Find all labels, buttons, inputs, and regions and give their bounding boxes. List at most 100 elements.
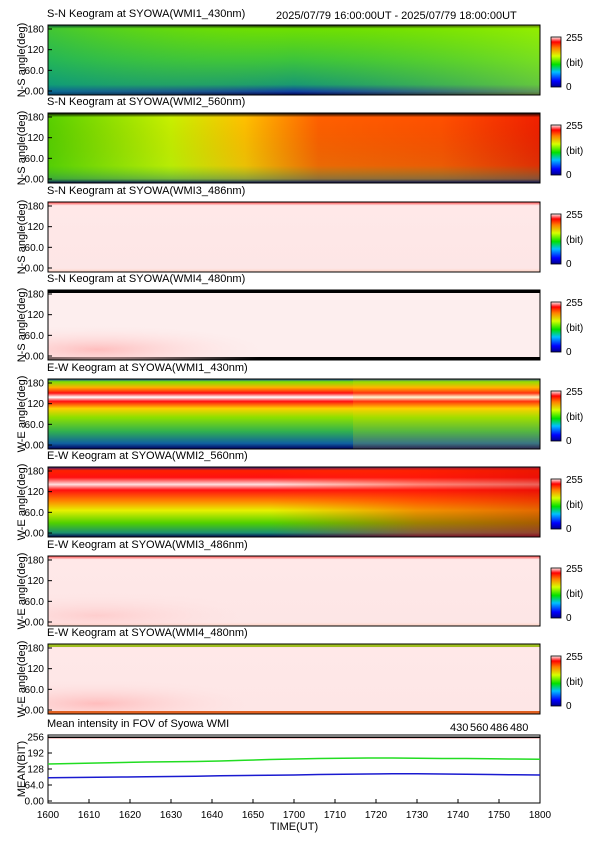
keogram-panel: E-W Keogram at SYOWA(WMI4_480nm)180 120 60… [16, 627, 583, 717]
y-tick-label: 0.00 [25, 797, 45, 808]
plot-frame [47, 112, 541, 184]
mean-intensity-chart: Mean intensity in FOV of Syowa WMI 430 560… [16, 718, 552, 833]
y-tick-label: 60.0 [25, 508, 45, 519]
y-tick-label: 60.0 [25, 597, 45, 608]
x-tick-label: 1700 [283, 810, 306, 821]
colorbar-max-label: 255 [566, 210, 583, 221]
y-tick-label: 128 [27, 765, 44, 776]
x-tick-label: 1710 [324, 810, 347, 821]
colorbar-unit-label: (bit) [566, 589, 583, 600]
colorbar [550, 655, 562, 707]
colorbar-min-label: 0 [566, 82, 572, 93]
line-chart-title: Mean intensity in FOV of Syowa WMI [47, 718, 229, 730]
colorbar [550, 213, 562, 265]
colorbar-max-label: 255 [566, 652, 583, 663]
heatmap-fill [48, 202, 540, 272]
colorbar-unit-label: (bit) [566, 412, 583, 423]
panel-title: S-N Keogram at SYOWA(WMI4_480nm) [47, 273, 245, 285]
colorbar-min-label: 0 [566, 259, 572, 270]
colorbar-unit-label: (bit) [566, 500, 583, 511]
y-tick-label: 0.00 [25, 529, 45, 540]
y-tick-label: 120 [27, 45, 44, 56]
header-time-range: 2025/07/79 16:00:00UT - 2025/07/79 18:00… [276, 10, 517, 22]
y-axis-label: N-S angle(deg) [16, 23, 28, 98]
heatmap-shade [353, 379, 540, 449]
y-tick-label: 256 [27, 733, 44, 744]
keogram-panel: S-N Keogram at SYOWA(WMI4_480nm)180 120 60… [16, 273, 583, 363]
x-tick-label: 1800 [529, 810, 552, 821]
x-tick-label: 1740 [447, 810, 470, 821]
y-axis-label: N-S angle(deg) [16, 288, 28, 363]
x-tick-label: 1730 [406, 810, 429, 821]
y-tick-label: 0.00 [25, 706, 45, 717]
y-axis-label: N-S angle(deg) [16, 111, 28, 186]
colorbar-unit-label: (bit) [566, 235, 583, 246]
legend-label: 560 [470, 722, 488, 734]
y-axis-label: W-E angle(deg) [16, 553, 28, 630]
colorbar-max-label: 255 [566, 121, 583, 132]
keogram-panel: S-N Keogram at SYOWA(WMI1_430nm)180 120 60… [16, 8, 583, 98]
y-tick-label: 60.0 [25, 66, 45, 77]
x-tick-label: 1640 [201, 810, 224, 821]
colorbar [550, 36, 562, 88]
colorbar-min-label: 0 [566, 613, 572, 624]
colorbar-max-label: 255 [566, 387, 583, 398]
colorbar-min-label: 0 [566, 436, 572, 447]
y-tick-label: 180 [27, 644, 44, 655]
plot-frame [47, 24, 541, 96]
x-tick-label: 1720 [365, 810, 388, 821]
y-tick-label: 120 [27, 487, 44, 498]
heatmap-shade [48, 113, 540, 183]
heatmap-edge-bottom [48, 711, 540, 714]
y-tick-label: 120 [27, 133, 44, 144]
y-tick-label: 180 [27, 379, 44, 390]
heatmap-edge-top [48, 644, 540, 647]
y-axis-label: MEAN(BIT) [16, 741, 28, 797]
x-tick-label: 1650 [242, 810, 265, 821]
legend-label: 480 [510, 722, 528, 734]
y-tick-label: 180 [27, 202, 44, 213]
plot-frame [47, 201, 541, 273]
colorbar-max-label: 255 [566, 564, 583, 575]
colorbar-unit-label: (bit) [566, 323, 583, 334]
heatmap-patch [48, 290, 540, 360]
y-tick-label: 120 [27, 576, 44, 587]
y-tick-label: 180 [27, 556, 44, 567]
series-line-430 [47, 773, 541, 779]
y-tick-label: 120 [27, 664, 44, 675]
y-tick-label: 64.0 [25, 781, 45, 792]
keogram-panel: S-N Keogram at SYOWA(WMI2_560nm)180 120 60… [16, 96, 583, 186]
plot-frame [47, 378, 541, 450]
plot-frame [47, 466, 541, 538]
panel-title: E-W Keogram at SYOWA(WMI2_560nm) [47, 450, 248, 462]
y-axis-label: W-E angle(deg) [16, 376, 28, 453]
y-tick-label: 180 [27, 25, 44, 36]
colorbar-unit-label: (bit) [566, 58, 583, 69]
y-tick-label: 0.00 [25, 618, 45, 629]
colorbar-max-label: 255 [566, 33, 583, 44]
plot-frame [47, 643, 541, 715]
y-axis-label: W-E angle(deg) [16, 464, 28, 541]
colorbar [550, 478, 562, 530]
keogram-panel: S-N Keogram at SYOWA(WMI3_486nm)180 120 60… [16, 185, 583, 275]
heatmap-patch [48, 644, 540, 714]
y-tick-label: 180 [27, 113, 44, 124]
y-tick-label: 0.00 [25, 352, 45, 363]
panel-title: E-W Keogram at SYOWA(WMI1_430nm) [47, 362, 248, 374]
panel-title: E-W Keogram at SYOWA(WMI3_486nm) [47, 539, 248, 551]
colorbar-min-label: 0 [566, 170, 572, 181]
colorbar-unit-label: (bit) [566, 146, 583, 157]
line-plot-frame [47, 734, 541, 804]
y-tick-label: 60.0 [25, 243, 45, 254]
x-tick-label: 1750 [488, 810, 511, 821]
y-tick-label: 60.0 [25, 154, 45, 165]
colorbar-unit-label: (bit) [566, 677, 583, 688]
y-tick-label: 192 [27, 749, 44, 760]
colorbar [550, 301, 562, 353]
plot-frame [47, 555, 541, 627]
y-tick-label: 0.00 [25, 175, 45, 186]
x-axis-label: TIME(UT) [270, 821, 318, 833]
colorbar [550, 390, 562, 442]
y-tick-label: 180 [27, 290, 44, 301]
y-tick-label: 120 [27, 399, 44, 410]
